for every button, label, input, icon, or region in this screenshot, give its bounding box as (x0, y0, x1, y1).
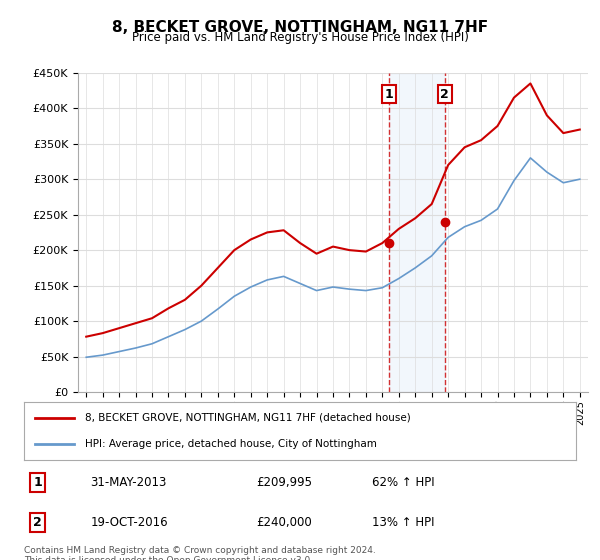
Text: £240,000: £240,000 (256, 516, 311, 529)
Text: 1: 1 (34, 476, 42, 489)
Text: HPI: Average price, detached house, City of Nottingham: HPI: Average price, detached house, City… (85, 439, 377, 449)
Text: Contains HM Land Registry data © Crown copyright and database right 2024.
This d: Contains HM Land Registry data © Crown c… (24, 546, 376, 560)
Text: 31-MAY-2013: 31-MAY-2013 (90, 476, 167, 489)
Text: £209,995: £209,995 (256, 476, 312, 489)
Text: Price paid vs. HM Land Registry's House Price Index (HPI): Price paid vs. HM Land Registry's House … (131, 31, 469, 44)
Text: 19-OCT-2016: 19-OCT-2016 (90, 516, 168, 529)
Text: 62% ↑ HPI: 62% ↑ HPI (372, 476, 434, 489)
Text: 8, BECKET GROVE, NOTTINGHAM, NG11 7HF (detached house): 8, BECKET GROVE, NOTTINGHAM, NG11 7HF (d… (85, 413, 410, 423)
Text: 2: 2 (34, 516, 42, 529)
Text: 1: 1 (385, 87, 394, 101)
Text: 8, BECKET GROVE, NOTTINGHAM, NG11 7HF: 8, BECKET GROVE, NOTTINGHAM, NG11 7HF (112, 20, 488, 35)
Text: 2: 2 (440, 87, 449, 101)
Bar (389, 73, 445, 392)
Text: 13% ↑ HPI: 13% ↑ HPI (372, 516, 434, 529)
